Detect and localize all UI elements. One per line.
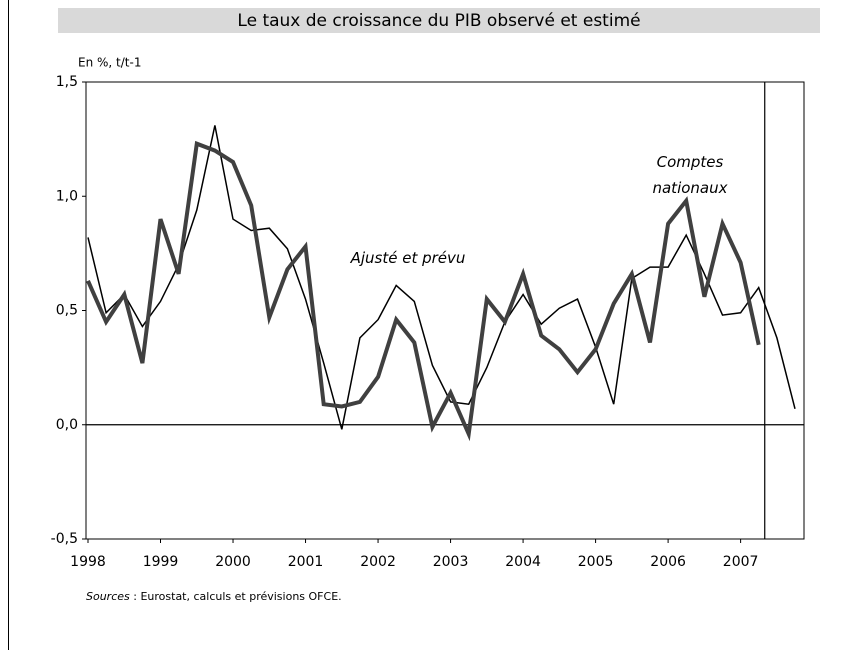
plot-frame: [85, 81, 805, 540]
x-tick-label: 1998: [70, 554, 106, 570]
title-band: [58, 8, 820, 33]
y-tick-label: 1,5: [56, 74, 78, 90]
annotation-line: Comptes: [657, 153, 724, 171]
x-tick-label: 2003: [433, 554, 469, 570]
y-axis-label: En %, t/t-1: [78, 56, 141, 70]
source-label: Sources: [86, 590, 130, 603]
series-line: [87, 125, 796, 430]
series-line: [86, 140, 761, 442]
source-text: : Eurostat, calculs et prévisions OFCE.: [130, 590, 342, 603]
x-tick-label: 1999: [143, 554, 179, 570]
source: Sources : Eurostat, calculs et prévision…: [86, 590, 342, 603]
y-tick-label: 0,5: [56, 303, 78, 319]
y-tick-label: 1,0: [56, 188, 78, 204]
x-tick-label: 2004: [505, 554, 541, 570]
annotation: Comptes nationaux: [652, 153, 727, 197]
y-tick-label: -0,5: [51, 531, 78, 547]
x-tick-label: 2006: [650, 554, 686, 570]
annotation-line: nationaux: [652, 179, 727, 197]
chart-title: Le taux de croissance du PIB observé et …: [237, 11, 640, 31]
annotation: Ajusté et prévu: [350, 249, 466, 267]
x-tick-label: 2005: [578, 554, 614, 570]
annotation-line: Ajusté et prévu: [350, 249, 466, 267]
x-tick-label: 2001: [288, 554, 324, 570]
y-tick-label: 0,0: [56, 417, 78, 433]
x-tick-label: 2000: [215, 554, 251, 570]
x-tick-label: 2002: [360, 554, 396, 570]
x-tick-label: 2007: [723, 554, 759, 570]
